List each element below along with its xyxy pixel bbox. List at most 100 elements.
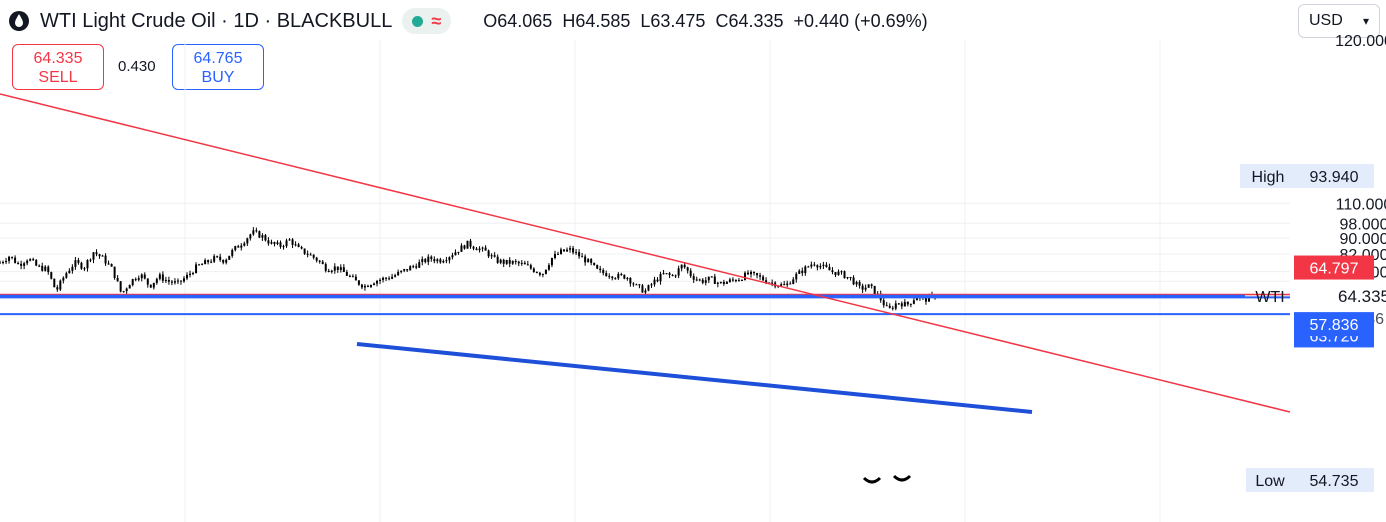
- candle-body: [312, 254, 315, 258]
- sell-label: SELL: [38, 69, 78, 86]
- candle-body: [547, 265, 550, 270]
- candle-body: [710, 276, 713, 278]
- candle-body: [532, 268, 535, 272]
- candle-body: [388, 278, 391, 280]
- candle-body: [581, 256, 584, 258]
- candle-body: [858, 281, 861, 286]
- candle-body: [415, 266, 418, 268]
- candle-body: [158, 274, 161, 279]
- candle-body: [463, 245, 466, 249]
- candle-body: [529, 265, 532, 269]
- candle-body: [17, 262, 20, 264]
- low-value-bg: [1294, 468, 1374, 492]
- current-price-label: 64.335: [1338, 287, 1386, 306]
- candle-body: [885, 305, 888, 307]
- candle-body: [433, 259, 436, 262]
- market-open-icon: [412, 15, 424, 27]
- ohlc-low: L63.475: [640, 10, 706, 31]
- candle-body: [617, 273, 620, 279]
- candle-body: [348, 275, 351, 277]
- candle-body: [53, 278, 56, 288]
- candle-body: [116, 277, 119, 282]
- candle-body: [894, 303, 897, 309]
- candle-body: [605, 273, 608, 277]
- low-tag-label: Low: [1255, 473, 1285, 490]
- candle-body: [394, 275, 397, 277]
- market-status-pill[interactable]: ≈: [402, 8, 452, 34]
- candle-body: [8, 256, 11, 261]
- candle-body: [792, 279, 795, 284]
- candle-body: [427, 256, 430, 263]
- candle-body: [575, 252, 578, 254]
- candle-body: [35, 260, 38, 266]
- candle-body: [674, 275, 677, 277]
- candle-body: [626, 277, 629, 279]
- candle-body: [825, 264, 828, 267]
- candle-body: [572, 248, 575, 253]
- candle-body: [56, 287, 59, 290]
- candle-body: [526, 264, 529, 266]
- level-label-bg: [1294, 255, 1374, 280]
- candle-body: [258, 231, 261, 238]
- candle-body: [439, 259, 442, 263]
- candle-body: [140, 274, 143, 279]
- candle-body: [620, 273, 623, 275]
- annotation-curl: [892, 474, 912, 482]
- candle-body: [213, 256, 216, 262]
- candle-body: [38, 265, 41, 267]
- candle-body: [659, 273, 662, 282]
- candle-body: [107, 263, 110, 265]
- candle-body: [403, 269, 406, 271]
- candle-body: [629, 277, 632, 284]
- candle-body: [77, 260, 80, 263]
- candle-body: [264, 235, 267, 241]
- candle-body: [728, 279, 731, 282]
- symbol-title[interactable]: WTI Light Crude Oil · 1D · BLACKBULL: [40, 9, 393, 32]
- candle-body: [104, 255, 107, 264]
- candle-body: [747, 272, 749, 275]
- candle-body: [737, 280, 740, 282]
- candle-body: [357, 280, 360, 285]
- candle-body: [149, 284, 152, 288]
- candle-body: [297, 244, 300, 247]
- candle-body: [62, 277, 65, 281]
- candle-body: [662, 273, 665, 275]
- candle-body: [303, 248, 306, 254]
- candle-body: [665, 273, 668, 275]
- candle-body: [900, 303, 903, 307]
- resistance-trendline: [0, 93, 1291, 413]
- candle-body: [276, 242, 279, 244]
- candle-body: [128, 285, 131, 289]
- y-tick-label: 98.000: [1340, 216, 1386, 233]
- candle-body: [366, 285, 369, 287]
- currency-select[interactable]: USD ▾: [1298, 4, 1380, 38]
- candle-body: [846, 277, 849, 279]
- candle-body: [454, 252, 457, 256]
- candle-body: [400, 270, 403, 272]
- buy-button[interactable]: 64.765 BUY: [172, 44, 264, 90]
- sell-button[interactable]: 64.335 SELL: [12, 44, 104, 90]
- y-tick-label: 90.000: [1340, 231, 1386, 248]
- candle-body: [182, 278, 185, 282]
- candle-body: [469, 240, 472, 247]
- candle-body: [273, 242, 276, 244]
- candle-body: [750, 271, 753, 275]
- candle-body: [192, 273, 195, 275]
- candle-body: [753, 271, 756, 274]
- level-label-bg: [1294, 312, 1374, 337]
- candle-body: [418, 262, 421, 268]
- candle-body: [324, 263, 327, 271]
- candle-body: [478, 248, 481, 251]
- candle-body: [5, 260, 8, 263]
- candle-body: [734, 280, 737, 282]
- candle-body: [240, 245, 243, 248]
- candle-body: [354, 276, 357, 281]
- candle-body: [231, 250, 234, 256]
- candle-body: [804, 266, 807, 274]
- candle-body: [65, 273, 68, 278]
- candle-body: [457, 251, 460, 253]
- candle-body: [897, 303, 900, 305]
- candle-body: [155, 278, 158, 283]
- candle-body: [279, 242, 282, 247]
